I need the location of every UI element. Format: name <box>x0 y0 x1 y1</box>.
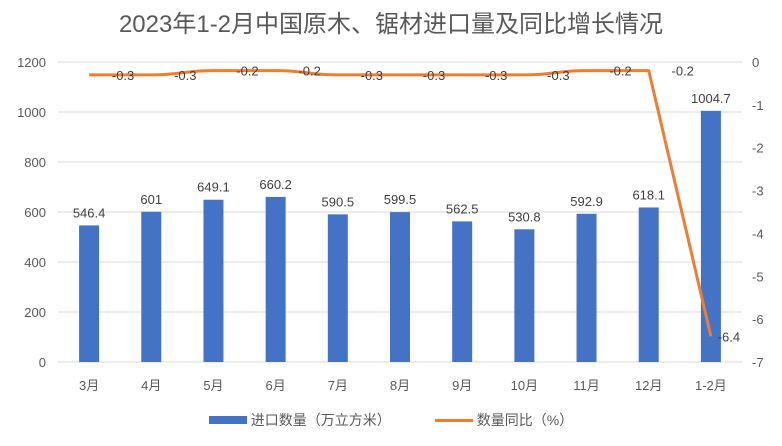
y-right-tick-label: -5 <box>752 269 764 284</box>
legend-label-import-volume: 进口数量（万立方米） <box>250 412 391 428</box>
yoy-line[interactable] <box>89 69 713 337</box>
bar-value-label: 592.9 <box>570 194 603 209</box>
line-value-label: -0.3 <box>423 68 445 83</box>
line-value-label: -0.2 <box>609 64 631 79</box>
line-value-label: -0.3 <box>547 68 569 83</box>
y-left-tick-label: 800 <box>24 155 46 170</box>
bar-value-label: 530.8 <box>508 209 541 224</box>
bar-value-label: 546.4 <box>73 205 106 220</box>
y-right-tick-label: -7 <box>752 355 764 370</box>
legend-item-import-volume[interactable]: 进口数量（万立方米） <box>208 410 391 430</box>
y-right-tick-label: -6 <box>752 312 764 327</box>
bar[interactable] <box>576 213 597 362</box>
legend-item-yoy[interactable]: 数量同比（%） <box>434 410 574 430</box>
line-value-label: -6.4 <box>718 329 740 344</box>
line-value-label: -0.2 <box>236 64 258 79</box>
bar[interactable] <box>265 196 286 362</box>
y-left-tick-label: 400 <box>24 255 46 270</box>
bar-value-label: 618.1 <box>632 187 665 202</box>
x-tick-label: 11月 <box>573 378 600 393</box>
bar-value-label: 649.1 <box>197 180 230 195</box>
x-tick-label: 4月 <box>141 378 161 393</box>
y-left-tick-label: 1200 <box>17 55 46 70</box>
line-value-label: -0.2 <box>298 64 320 79</box>
y-right-tick-label: -3 <box>752 184 764 199</box>
x-tick-label: 3月 <box>79 378 99 393</box>
bar[interactable] <box>390 212 410 362</box>
x-tick-label: 9月 <box>452 378 472 393</box>
bar[interactable] <box>203 199 224 362</box>
y-left-tick-label: 200 <box>24 305 46 320</box>
bar[interactable] <box>141 211 162 362</box>
bar[interactable] <box>514 229 535 362</box>
line-value-label: -0.3 <box>485 68 507 83</box>
bar[interactable] <box>452 221 473 362</box>
y-left-tick-label: 1000 <box>17 105 46 120</box>
line-value-label: -0.3 <box>112 68 134 83</box>
y-right-tick-label: 0 <box>752 55 759 70</box>
bar[interactable] <box>327 214 348 362</box>
bar[interactable] <box>79 225 100 362</box>
bar-value-label: 599.5 <box>384 192 417 207</box>
x-tick-label: 5月 <box>203 378 223 393</box>
x-tick-label: 6月 <box>266 378 286 393</box>
y-left-tick-label: 600 <box>24 205 46 220</box>
bar-value-label: 562.5 <box>446 201 479 216</box>
bar[interactable] <box>638 207 659 362</box>
bar-value-label: 590.5 <box>322 194 355 209</box>
x-tick-label: 8月 <box>390 378 410 393</box>
x-tick-label: 10月 <box>511 378 538 393</box>
line-value-label: -0.2 <box>672 64 694 79</box>
x-tick-label: 1-2月 <box>695 378 727 393</box>
legend: 进口数量（万立方米） 数量同比（%） <box>0 410 782 430</box>
bar-value-label: 601 <box>140 192 162 207</box>
line-value-label: -0.3 <box>174 68 196 83</box>
x-tick-label: 7月 <box>328 378 348 393</box>
line-swatch-icon <box>434 418 473 422</box>
bar-value-label: 1004.7 <box>691 91 731 106</box>
bar-swatch-icon <box>208 416 247 424</box>
bar-value-label: 660.2 <box>259 177 292 192</box>
y-left-tick-label: 0 <box>39 355 46 370</box>
legend-label-yoy: 数量同比（%） <box>476 412 574 428</box>
y-right-tick-label: -1 <box>752 98 764 113</box>
bar[interactable] <box>700 110 721 362</box>
y-right-tick-label: -4 <box>752 226 764 241</box>
y-right-tick-label: -2 <box>752 141 764 156</box>
x-tick-label: 12月 <box>635 378 662 393</box>
line-value-label: -0.3 <box>361 68 383 83</box>
chart-title: 2023年1-2月中国原木、锯材进口量及同比增长情况 <box>118 11 664 38</box>
